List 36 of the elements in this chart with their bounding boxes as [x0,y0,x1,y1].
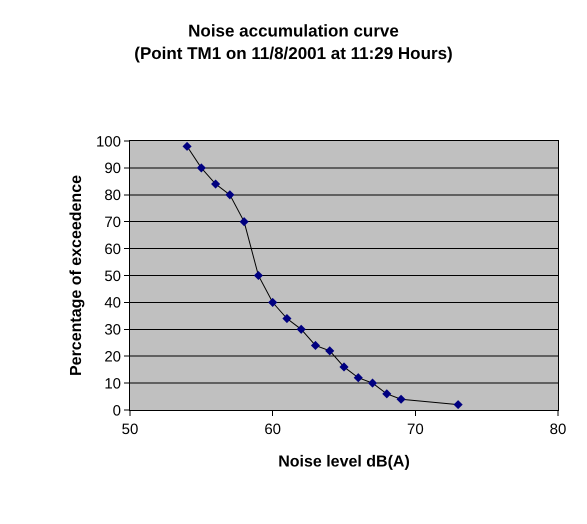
y-tick-label: 60 [104,240,121,258]
point [310,340,320,350]
point [225,190,234,200]
point [325,346,334,356]
x-tick-label: 50 [122,421,138,438]
point [254,270,263,280]
y-axis-title: Percentage of exceedence [68,174,85,376]
point [282,314,292,324]
point [240,217,249,226]
point [354,373,363,382]
point [182,142,192,151]
point [368,378,378,388]
x-tick-label: 70 [406,421,424,438]
x-tick-label: 80 [550,421,566,438]
y-tick-label: 100 [96,133,121,150]
point [396,394,406,404]
y-tick-label: 10 [104,375,121,392]
y-tick-label: 50 [104,268,121,285]
point [454,400,463,410]
y-tick-label: 70 [104,214,121,231]
point [382,389,392,398]
y-tick-label: 90 [104,160,121,178]
y-tick-label: 80 [104,187,121,204]
point [211,179,220,189]
point [196,163,206,172]
x-tick-label: 60 [264,421,282,438]
chart-subtitle: (Point TM1 on 11/8/2001 at 11:29 Hours) [134,44,453,63]
y-tick-label: 30 [104,322,121,339]
chart-title: Noise accumulation curve [188,22,399,41]
point [339,362,349,372]
x-axis-title: Noise level dB(A) [278,454,410,471]
y-tick-label: 20 [104,348,121,366]
point [296,324,306,334]
y-tick-label: 0 [112,402,121,420]
y-tick-label: 40 [104,294,121,312]
point [268,298,278,307]
